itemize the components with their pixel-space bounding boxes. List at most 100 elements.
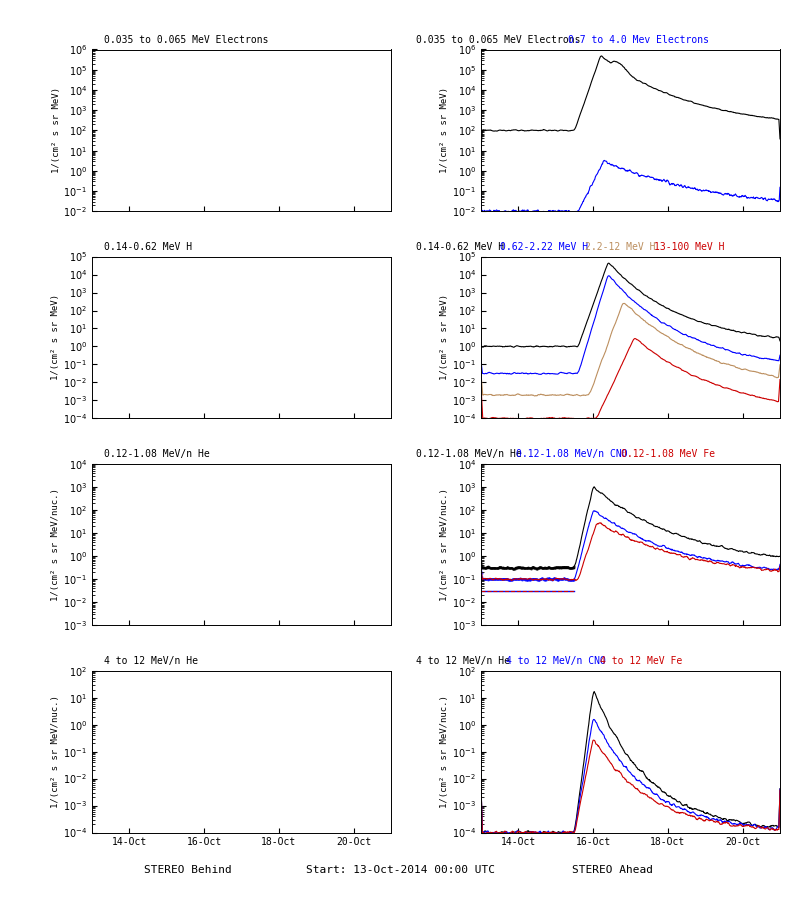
- Point: [550, 572, 562, 587]
- Point: [530, 562, 542, 576]
- Point: [526, 572, 539, 586]
- Point: [537, 561, 550, 575]
- Point: [482, 572, 495, 587]
- Point: [521, 561, 534, 575]
- Point: [565, 572, 578, 587]
- Point: [566, 561, 578, 575]
- Point: [566, 572, 578, 587]
- Point: [564, 573, 577, 588]
- Point: [478, 561, 491, 575]
- Point: [480, 561, 493, 575]
- Y-axis label: 1/(cm² s sr MeV/nuc.): 1/(cm² s sr MeV/nuc.): [51, 695, 60, 808]
- Point: [540, 572, 553, 586]
- Point: [530, 562, 542, 576]
- Point: [498, 572, 511, 586]
- Point: [485, 561, 498, 575]
- Point: [513, 572, 526, 586]
- Point: [518, 561, 530, 575]
- Point: [546, 572, 559, 586]
- Point: [524, 562, 537, 576]
- Point: [487, 572, 500, 586]
- Point: [514, 560, 526, 574]
- Point: [516, 572, 529, 587]
- Point: [511, 560, 524, 574]
- Point: [520, 561, 533, 575]
- Point: [476, 561, 489, 575]
- Point: [492, 561, 505, 575]
- Point: [520, 561, 533, 575]
- Text: 0.14-0.62 MeV H: 0.14-0.62 MeV H: [104, 242, 192, 252]
- Point: [541, 561, 554, 575]
- Point: [499, 572, 512, 586]
- Point: [507, 562, 520, 576]
- Point: [496, 561, 509, 575]
- Point: [546, 561, 558, 575]
- Point: [547, 561, 560, 575]
- Point: [528, 572, 541, 586]
- Point: [477, 560, 490, 574]
- Point: [510, 572, 523, 586]
- Point: [495, 572, 508, 586]
- Point: [539, 561, 552, 575]
- Point: [494, 560, 506, 574]
- Point: [503, 561, 516, 575]
- Point: [562, 560, 574, 574]
- Point: [549, 572, 562, 586]
- Point: [542, 572, 555, 586]
- Point: [506, 572, 518, 587]
- Point: [562, 572, 574, 587]
- Point: [503, 572, 516, 587]
- Point: [485, 572, 498, 586]
- Point: [507, 572, 520, 587]
- Point: [510, 560, 523, 574]
- Point: [494, 572, 507, 586]
- Point: [526, 560, 538, 574]
- Point: [550, 572, 562, 586]
- Point: [550, 572, 563, 587]
- Point: [556, 572, 569, 586]
- Point: [539, 572, 552, 587]
- Point: [536, 561, 549, 575]
- Point: [518, 572, 531, 587]
- Point: [554, 572, 566, 586]
- Point: [486, 572, 499, 586]
- Point: [538, 561, 550, 575]
- Point: [493, 572, 506, 586]
- Point: [499, 561, 512, 575]
- Point: [478, 561, 491, 575]
- Point: [480, 572, 493, 586]
- Point: [490, 561, 503, 575]
- Point: [502, 561, 515, 575]
- Point: [556, 560, 569, 574]
- Point: [526, 560, 539, 574]
- Point: [546, 561, 559, 575]
- Point: [529, 562, 542, 576]
- Point: [476, 560, 489, 574]
- Point: [532, 561, 545, 575]
- Point: [521, 572, 534, 587]
- Point: [545, 561, 558, 575]
- Point: [520, 572, 533, 587]
- Point: [514, 572, 527, 586]
- Point: [476, 572, 489, 587]
- Point: [502, 560, 514, 574]
- Point: [479, 561, 492, 575]
- Y-axis label: 1/(cm² s sr MeV): 1/(cm² s sr MeV): [440, 294, 449, 381]
- Point: [513, 560, 526, 574]
- Point: [509, 561, 522, 575]
- Point: [488, 561, 501, 575]
- Point: [567, 573, 580, 588]
- Point: [566, 572, 579, 587]
- Point: [498, 561, 511, 575]
- Point: [488, 572, 501, 586]
- Point: [494, 572, 506, 586]
- Point: [558, 560, 571, 574]
- Point: [493, 560, 506, 574]
- Point: [483, 561, 496, 575]
- Point: [523, 572, 536, 587]
- Point: [502, 572, 515, 587]
- Point: [529, 572, 542, 586]
- Point: [512, 560, 525, 574]
- Point: [512, 572, 525, 586]
- Point: [542, 560, 555, 574]
